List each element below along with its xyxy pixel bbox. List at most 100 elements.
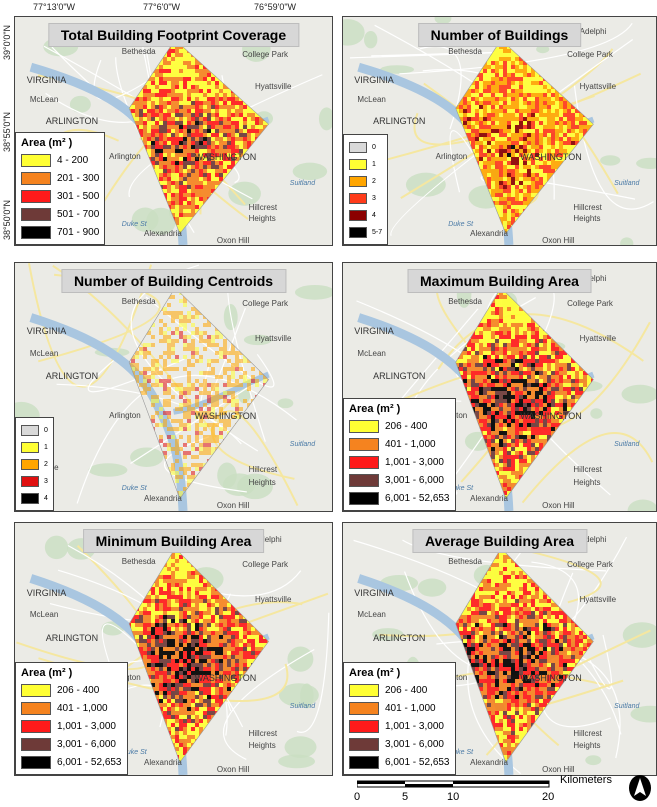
place-label-oxon_hill: Oxon Hill bbox=[542, 236, 574, 245]
legend-label: 2 bbox=[372, 178, 376, 185]
legend-label: 501 - 700 bbox=[57, 209, 99, 220]
legend-swatch bbox=[21, 442, 39, 453]
place-label-bethesda: Bethesda bbox=[122, 557, 156, 566]
legend-label: 3,001 - 6,000 bbox=[385, 475, 444, 486]
place-label-arlington: Arlington bbox=[109, 152, 141, 161]
legend-entry: 6,001 - 52,653 bbox=[349, 489, 450, 507]
place-label-heights: Heights bbox=[249, 214, 276, 223]
lon-label-3: 76°59'0"W bbox=[254, 2, 296, 12]
legend-entry: 1,001 - 3,000 bbox=[349, 453, 450, 471]
place-label-arlington_county: ARLINGTON bbox=[46, 371, 98, 381]
place-label-oxon_hill: Oxon Hill bbox=[542, 501, 574, 510]
park-area bbox=[406, 173, 446, 197]
legend-swatch bbox=[349, 210, 367, 221]
place-label-alexandria: Alexandria bbox=[470, 229, 508, 238]
legend-label: 3 bbox=[44, 478, 48, 485]
legend-label: 1,001 - 3,000 bbox=[385, 721, 444, 732]
place-label-hillcrest: Hillcrest bbox=[249, 465, 277, 474]
scale-unit: Kilometers bbox=[560, 774, 612, 786]
place-label-hillcrest: Hillcrest bbox=[573, 465, 601, 474]
legend-label: 201 - 300 bbox=[57, 173, 99, 184]
legend-swatch bbox=[21, 756, 51, 769]
place-label-mclean: McLean bbox=[30, 610, 58, 619]
place-label-virginia: VIRGINIA bbox=[27, 75, 67, 85]
place-label-college_park: College Park bbox=[242, 299, 288, 308]
map-title: Maximum Building Area bbox=[407, 269, 592, 293]
legend-label: 2 bbox=[44, 461, 48, 468]
place-label-mclean: McLean bbox=[357, 610, 385, 619]
legend-swatch bbox=[21, 459, 39, 470]
place-label-washington: WASHINGTON bbox=[195, 152, 257, 162]
legend-swatch bbox=[21, 208, 51, 221]
place-label-suitland: Suitland bbox=[614, 180, 639, 187]
place-label-hyattsville: Hyattsville bbox=[255, 334, 291, 343]
legend-title: Area (m² ) bbox=[21, 667, 122, 679]
legend-entry: 6,001 - 52,653 bbox=[349, 753, 450, 771]
scale-bar-graphic bbox=[357, 780, 557, 790]
place-label-college_park: College Park bbox=[567, 560, 613, 569]
park-area bbox=[585, 755, 601, 765]
legend-swatch bbox=[21, 425, 39, 436]
place-label-washington: WASHINGTON bbox=[195, 673, 257, 683]
legend-entry: 5-7 bbox=[349, 224, 382, 241]
legend-label: 401 - 1,000 bbox=[57, 703, 108, 714]
legend-swatch bbox=[21, 226, 51, 239]
legend-swatch bbox=[349, 720, 379, 733]
place-label-oxon_hill: Oxon Hill bbox=[542, 765, 574, 774]
place-label-arlington_county: ARLINGTON bbox=[373, 116, 425, 126]
park-area bbox=[285, 736, 317, 758]
park-area bbox=[590, 408, 602, 418]
place-label-arlington_county: ARLINGTON bbox=[46, 633, 98, 643]
legend-label: 3,001 - 6,000 bbox=[385, 739, 444, 750]
legend-label: 3 bbox=[372, 195, 376, 202]
legend-label: 6,001 - 52,653 bbox=[57, 757, 122, 768]
map-title: Total Building Footprint Coverage bbox=[48, 23, 299, 47]
map-title: Minimum Building Area bbox=[83, 529, 265, 553]
legend-swatch bbox=[21, 684, 51, 697]
legend-entry: 1 bbox=[349, 156, 382, 173]
park-area bbox=[293, 163, 327, 180]
place-label-virginia: VIRGINIA bbox=[27, 588, 67, 598]
place-label-suitland: Suitland bbox=[290, 703, 315, 710]
legend-entry: 0 bbox=[21, 422, 48, 439]
place-label-heights: Heights bbox=[249, 741, 276, 750]
place-label-college_park: College Park bbox=[567, 50, 613, 59]
legend-entry: 701 - 900 bbox=[21, 223, 99, 241]
place-label-suitland: Suitland bbox=[614, 441, 639, 448]
legend-label: 5-7 bbox=[372, 229, 382, 236]
place-label-suitland: Suitland bbox=[290, 441, 315, 448]
place-label-washington: WASHINGTON bbox=[520, 152, 582, 162]
place-label-mclean: McLean bbox=[30, 95, 58, 104]
park-area bbox=[418, 579, 446, 597]
legend-swatch bbox=[349, 492, 379, 505]
legend-swatch bbox=[21, 493, 39, 504]
park-area bbox=[287, 647, 313, 672]
map-title: Number of Building Centroids bbox=[61, 269, 286, 293]
legend-entry: 4 bbox=[349, 207, 382, 224]
legend-label: 1 bbox=[44, 444, 48, 451]
place-label-arlington_county: ARLINGTON bbox=[46, 116, 98, 126]
place-label-mclean: McLean bbox=[357, 349, 385, 358]
legend-swatch bbox=[349, 474, 379, 487]
place-label-bethesda: Bethesda bbox=[122, 47, 156, 56]
legend-entry: 1 bbox=[21, 439, 48, 456]
park-area bbox=[45, 536, 68, 559]
legend-entry: 0 bbox=[349, 139, 382, 156]
legend-label: 206 - 400 bbox=[57, 685, 99, 696]
legend-label: 6,001 - 52,653 bbox=[385, 493, 450, 504]
lon-label-1: 77°13'0"W bbox=[33, 2, 75, 12]
legend-entry: 3,001 - 6,000 bbox=[21, 735, 122, 753]
place-label-mclean: McLean bbox=[30, 349, 58, 358]
legend-entry: 201 - 300 bbox=[21, 169, 99, 187]
legend-label: 1,001 - 3,000 bbox=[385, 457, 444, 468]
legend-swatch bbox=[21, 154, 51, 167]
